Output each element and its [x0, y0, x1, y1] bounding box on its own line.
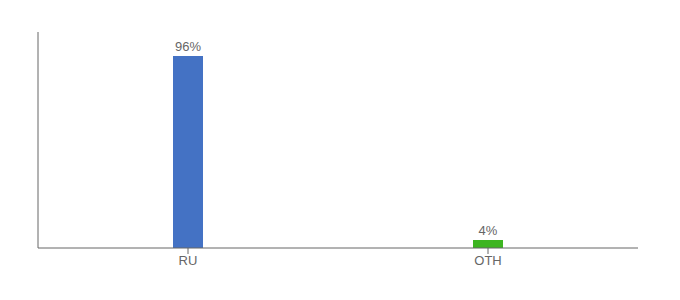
svg-text:96%: 96%	[175, 39, 201, 54]
svg-text:OTH: OTH	[474, 253, 501, 268]
svg-text:RU: RU	[179, 253, 198, 268]
svg-text:4%: 4%	[479, 223, 498, 238]
